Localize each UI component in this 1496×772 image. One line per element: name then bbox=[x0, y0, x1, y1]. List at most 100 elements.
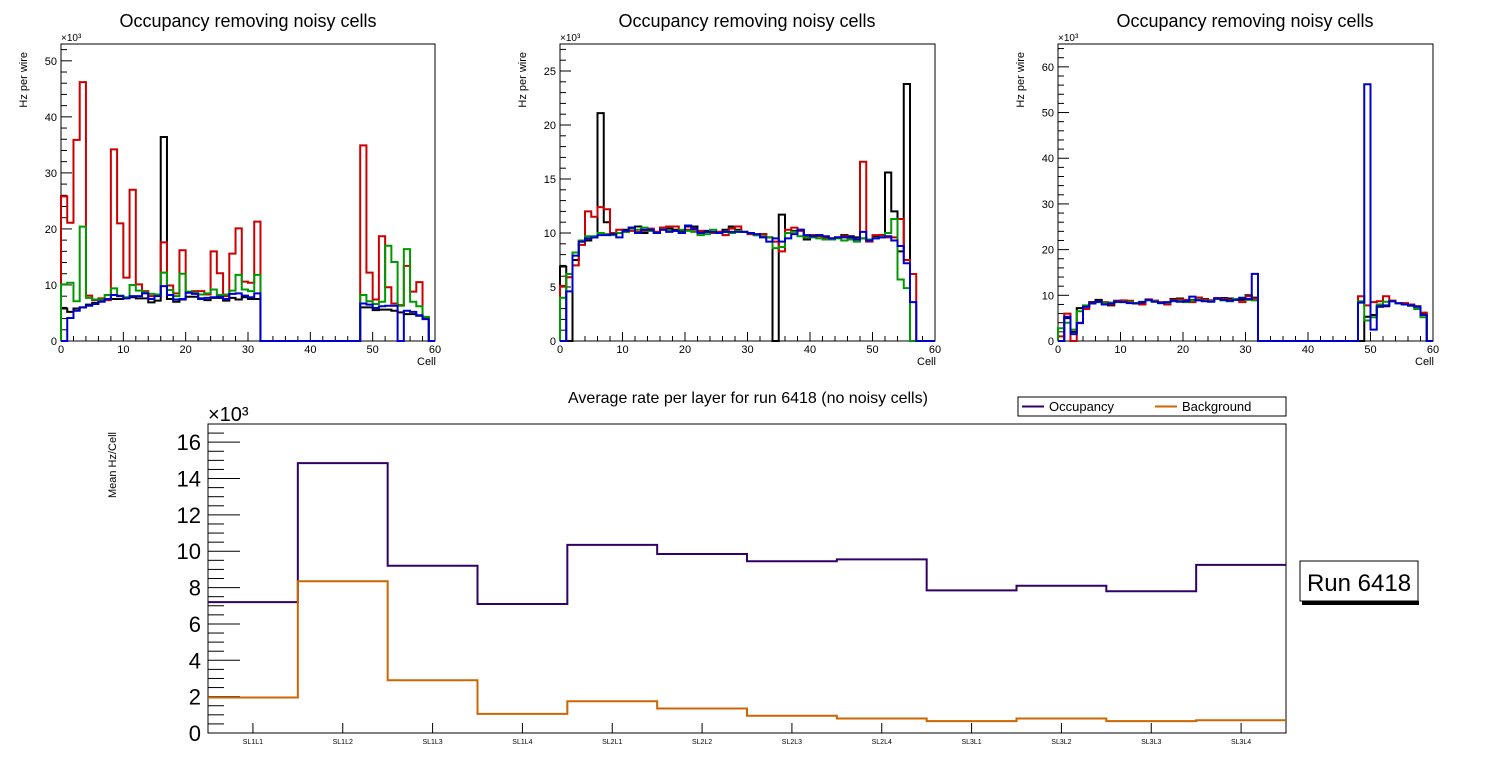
chart-title: Occupancy removing noisy cells bbox=[119, 11, 376, 31]
y-tick-label: 10 bbox=[544, 228, 556, 240]
x-tick-label: 50 bbox=[367, 344, 379, 356]
y-tick-label: 60 bbox=[1042, 62, 1054, 74]
x-tick-label: 50 bbox=[866, 344, 878, 356]
run-annotation: Run 6418 bbox=[1299, 560, 1419, 605]
y-tick-label: 50 bbox=[1042, 108, 1054, 120]
x-tick-label: 10 bbox=[616, 344, 628, 356]
x-tick-label: SL2L3 bbox=[782, 739, 802, 746]
legend-item-occupancy: Occupancy bbox=[1022, 399, 1115, 414]
y-tick-label: 0 bbox=[189, 721, 201, 746]
y-multiplier-label: ×10³ bbox=[61, 33, 82, 44]
x-tick-label: 20 bbox=[180, 344, 192, 356]
series-layer3 bbox=[60, 225, 435, 342]
x-axis-label: Cell bbox=[417, 356, 436, 368]
y-multiplier-label: ×10³ bbox=[208, 404, 249, 426]
y-tick-label: 40 bbox=[1042, 153, 1054, 165]
legend-frame bbox=[1017, 396, 1287, 417]
x-tick-label: 50 bbox=[1364, 344, 1376, 356]
chart-title: Occupancy removing noisy cells bbox=[618, 11, 875, 31]
y-tick-label: 6 bbox=[189, 612, 201, 637]
x-axis-label: Cell bbox=[1415, 356, 1434, 368]
x-tick-label: 20 bbox=[679, 344, 691, 356]
y-tick-label: 20 bbox=[544, 120, 556, 132]
y-multiplier-label: ×10³ bbox=[1058, 33, 1079, 44]
legend-label: Occupancy bbox=[1049, 399, 1115, 414]
x-tick-label: 40 bbox=[804, 344, 816, 356]
y-tick-label: 15 bbox=[544, 174, 556, 186]
x-tick-label: 40 bbox=[1302, 344, 1314, 356]
x-tick-label: 60 bbox=[1427, 344, 1439, 356]
x-tick-label: SL1L3 bbox=[422, 739, 442, 746]
x-tick-label: 40 bbox=[304, 344, 316, 356]
series-occupancy bbox=[208, 462, 1286, 605]
x-tick-label: SL2L4 bbox=[872, 739, 892, 746]
y-tick-label: 30 bbox=[1042, 199, 1054, 211]
y-tick-label: 16 bbox=[177, 430, 201, 455]
x-tick-label: 0 bbox=[557, 344, 563, 356]
average-rate-chart: Average rate per layer for run 6418 (no … bbox=[107, 390, 1287, 746]
x-tick-label: 0 bbox=[58, 344, 64, 356]
x-tick-label: SL3L2 bbox=[1051, 739, 1071, 746]
chart-title: Occupancy removing noisy cells bbox=[1116, 11, 1373, 31]
x-tick-label: 10 bbox=[117, 344, 129, 356]
x-tick-label: SL1L1 bbox=[243, 739, 263, 746]
x-tick-label: SL2L2 bbox=[692, 739, 712, 746]
x-tick-label: SL3L1 bbox=[961, 739, 981, 746]
series-layer2 bbox=[559, 160, 935, 342]
y-tick-label: 20 bbox=[1042, 245, 1054, 257]
x-tick-label: 10 bbox=[1114, 344, 1126, 356]
series-layer4 bbox=[61, 285, 435, 342]
annotation-text: Run 6418 bbox=[1307, 570, 1411, 597]
x-tick-label: 30 bbox=[242, 344, 254, 356]
y-tick-label: 10 bbox=[1042, 290, 1054, 302]
x-tick-label: SL2L1 bbox=[602, 739, 622, 746]
x-tick-label: SL1L4 bbox=[512, 739, 532, 746]
chart-title: Average rate per layer for run 6418 (no … bbox=[568, 390, 928, 407]
y-tick-label: 5 bbox=[550, 282, 556, 294]
x-tick-label: 30 bbox=[741, 344, 753, 356]
x-tick-label: SL1L2 bbox=[333, 739, 353, 746]
histogram-panel-3: Occupancy removing noisy cells 0 10 20 30 40 5… bbox=[1015, 11, 1439, 368]
y-multiplier-label: ×10³ bbox=[560, 33, 581, 44]
y-tick-label: 4 bbox=[189, 648, 201, 673]
y-axis-label: Mean Hz/Cell bbox=[107, 432, 119, 498]
annotation-shadow bbox=[1302, 601, 1419, 605]
x-tick-label: SL3L4 bbox=[1231, 739, 1251, 746]
y-tick-label: 2 bbox=[189, 685, 201, 710]
y-tick-label: 30 bbox=[45, 168, 57, 180]
y-tick-label: 50 bbox=[45, 56, 57, 68]
plot-frame bbox=[559, 43, 936, 342]
legend-item-background: Background bbox=[1155, 399, 1251, 414]
plot-frame bbox=[207, 423, 1287, 734]
y-tick-label: 0 bbox=[550, 336, 556, 348]
y-tick-label: 0 bbox=[51, 336, 57, 348]
series-layer1 bbox=[559, 82, 935, 342]
y-tick-label: 40 bbox=[45, 112, 57, 124]
histogram-panel-1: Occupancy removing noisy cells 0 10 20 30 40 5… bbox=[18, 11, 441, 368]
y-tick-label: 20 bbox=[45, 224, 57, 236]
y-tick-label: 25 bbox=[544, 66, 556, 78]
series-layer4 bbox=[560, 224, 935, 342]
y-tick-label: 0 bbox=[1048, 336, 1054, 348]
series-layer4 bbox=[1058, 83, 1433, 342]
legend: Occupancy Background bbox=[1017, 396, 1287, 417]
y-axis-label: Hz per wire bbox=[1015, 52, 1027, 108]
x-tick-label: 60 bbox=[429, 344, 441, 356]
legend-label: Background bbox=[1182, 399, 1251, 414]
y-tick-label: 12 bbox=[177, 503, 201, 528]
annotation-box bbox=[1299, 560, 1419, 602]
x-tick-label: 20 bbox=[1177, 344, 1189, 356]
y-tick-label: 8 bbox=[189, 576, 201, 601]
histogram-panel-2: Occupancy removing noisy cells 0 5 10 15 20 25… bbox=[517, 11, 941, 368]
y-tick-label: 10 bbox=[45, 280, 57, 292]
y-axis-label: Hz per wire bbox=[517, 52, 529, 108]
series-background bbox=[208, 580, 1286, 723]
x-tick-label: SL3L3 bbox=[1141, 739, 1161, 746]
x-tick-label: 60 bbox=[929, 344, 941, 356]
x-tick-label: 0 bbox=[1055, 344, 1061, 356]
y-axis-label: Hz per wire bbox=[18, 52, 30, 108]
y-tick-label: 14 bbox=[177, 467, 201, 492]
x-tick-label: 30 bbox=[1239, 344, 1251, 356]
x-axis-label: Cell bbox=[917, 356, 936, 368]
